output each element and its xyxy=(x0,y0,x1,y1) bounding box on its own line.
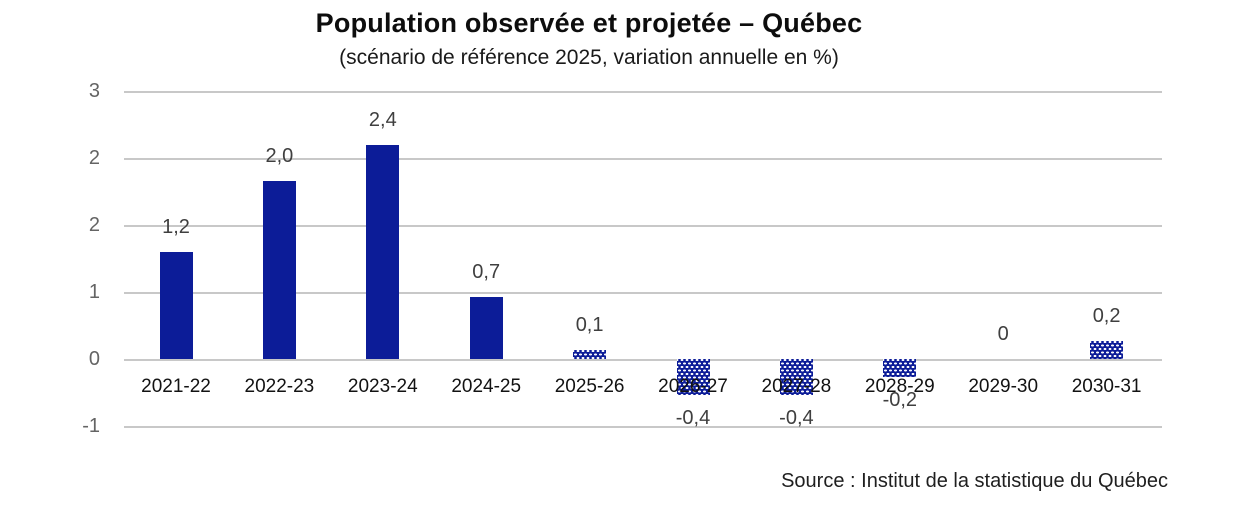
y-axis-tick-label: 0 xyxy=(88,348,100,370)
gridline xyxy=(124,292,1162,294)
gridline xyxy=(124,426,1162,428)
bar-value-label: 2,0 xyxy=(265,145,294,167)
source-note: Source : Institut de la statistique du Q… xyxy=(781,470,1168,492)
bar-2027-28 xyxy=(779,359,813,395)
y-axis-tick-label: -1 xyxy=(82,415,100,437)
bar-value-label: -0,4 xyxy=(675,406,711,429)
y-axis-tick-label: 2 xyxy=(88,214,100,236)
bar-2021-22 xyxy=(159,252,193,359)
gridline xyxy=(124,91,1162,93)
bar-value-label: 0,2 xyxy=(1092,305,1121,328)
gridline xyxy=(124,359,1162,361)
bar-2024-25 xyxy=(469,296,503,359)
chart-title: Population observée et projetée – Québec xyxy=(315,8,863,38)
gridline xyxy=(124,158,1162,160)
bar-2023-24 xyxy=(366,145,400,359)
bar-value-label: -0,4 xyxy=(779,406,814,429)
bar-2025-26 xyxy=(573,350,607,359)
x-axis-tick-label: 2023-24 xyxy=(347,376,418,397)
x-axis-tick-label: 2029-30 xyxy=(968,376,1039,397)
bar-value-label: 0,1 xyxy=(575,314,604,337)
x-axis-tick-label: 2022-23 xyxy=(244,376,315,397)
x-axis-tick-label: 2028-29 xyxy=(864,376,935,397)
bar-value-label: 0 xyxy=(997,323,1009,345)
plot-area: 2021-22 1,2 2022-23 2,0 2023-24 2,4 2024-25 0,7… xyxy=(124,91,1162,429)
y-axis-tick-label: 2 xyxy=(88,147,100,169)
x-axis-tick-label: 2021-22 xyxy=(141,376,211,397)
x-axis-tick-label: 2027-28 xyxy=(761,376,832,397)
x-axis-tick-label: 2026-27 xyxy=(658,376,728,397)
x-axis-tick-label: 2025-26 xyxy=(554,376,625,397)
bar-value-label: 0,7 xyxy=(472,260,501,283)
y-axis-tick-label: 3 xyxy=(88,80,100,102)
gridline xyxy=(124,225,1162,227)
bar-2030-31 xyxy=(1090,341,1124,359)
bar-value-label: 1,2 xyxy=(162,216,190,239)
bar-value-label: -0,2 xyxy=(882,388,918,411)
bar-2026-27 xyxy=(676,359,710,395)
bar-2022-23 xyxy=(262,181,296,359)
x-axis-tick-label: 2024-25 xyxy=(451,376,522,397)
bar-2028-29 xyxy=(883,359,917,377)
bar-value-label: 2,4 xyxy=(368,109,397,132)
y-axis-tick-label: 1 xyxy=(88,281,100,303)
x-axis-tick-label: 2030-31 xyxy=(1071,376,1142,397)
chart-subtitle: (scénario de référence 2025, variation a… xyxy=(339,46,839,69)
